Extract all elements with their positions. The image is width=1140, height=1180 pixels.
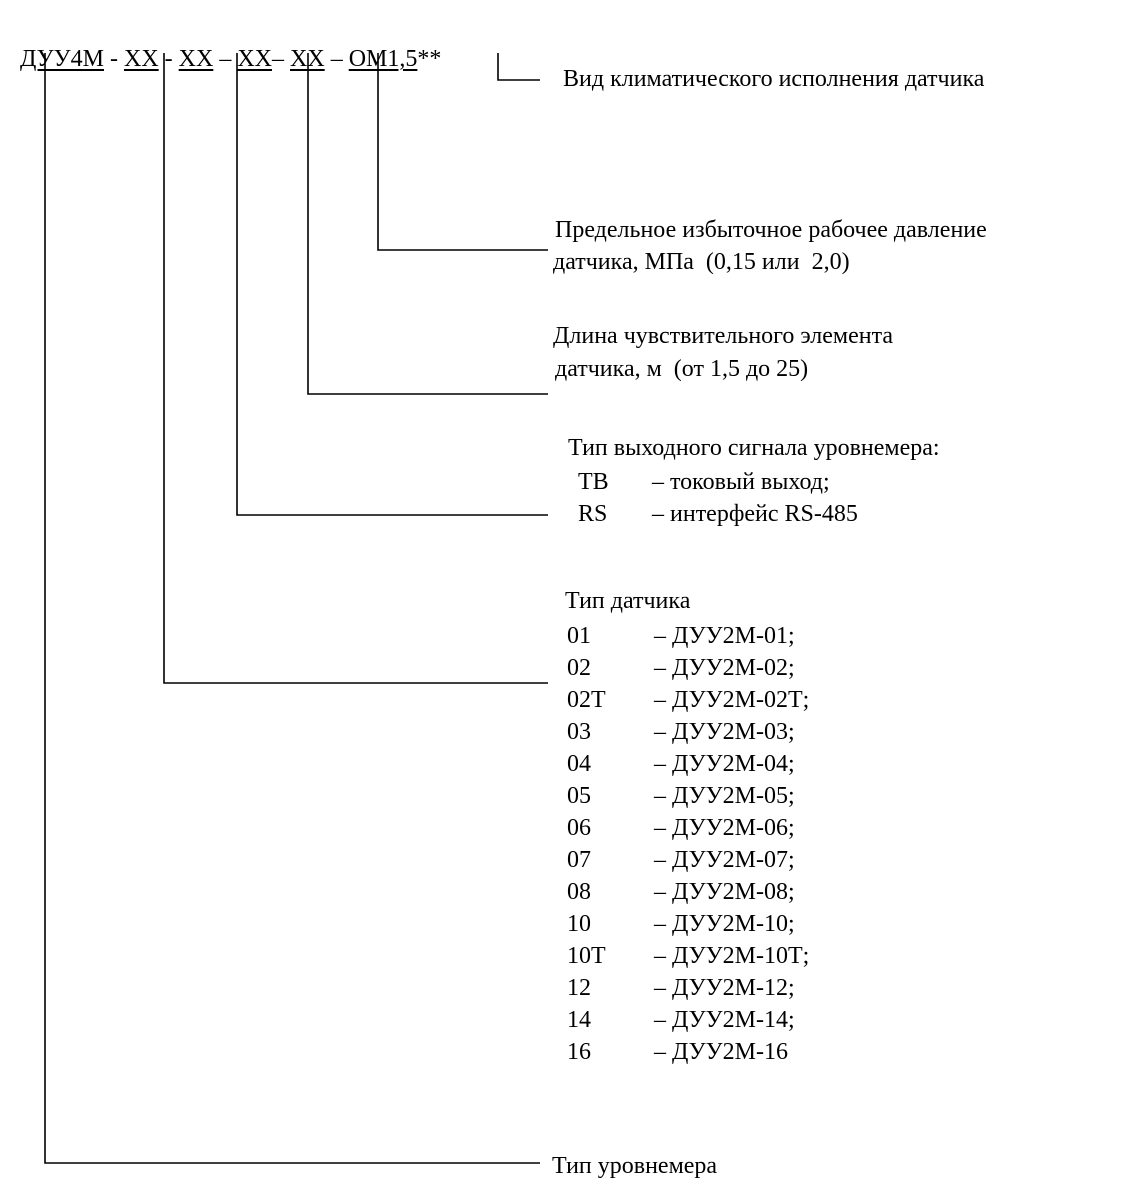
sensor-item-code: 10Т — [567, 943, 606, 969]
code-separator: – — [272, 46, 291, 72]
code-separator: – — [324, 46, 349, 72]
sensor-item-desc: – ДУУ2М-12; — [654, 975, 795, 1001]
sensor-item-code: 07 — [567, 847, 591, 873]
sensor-item-desc: – ДУУ2М-10Т; — [654, 943, 810, 969]
sensor-item-desc: – ДУУ2М-04; — [654, 751, 795, 777]
sensor-item-desc: – ДУУ2М-02Т; — [654, 687, 810, 713]
sensor-item-code: 10 — [567, 911, 591, 937]
code-separator: – — [213, 46, 238, 72]
sensor-item-code: 05 — [567, 783, 591, 809]
sensor-item-code: 02 — [567, 655, 591, 681]
code-part-signal: ХХ — [178, 46, 214, 72]
sensor-item-code: 12 — [567, 975, 591, 1001]
sensor-item-desc: – ДУУ2М-01; — [654, 623, 795, 649]
length-label-line1: Длина чувствительного элемента — [553, 323, 894, 349]
gauge-type-label: Тип уровнемера — [552, 1153, 718, 1179]
code-part-model: ДУУ4М — [20, 46, 104, 72]
climate-label: Вид климатического исполнения датчика — [563, 66, 985, 92]
sensor-item-code: 16 — [567, 1039, 591, 1065]
sensor-item-desc: – ДУУ2М-06; — [654, 815, 795, 841]
signal-item-desc: – токовый выход; — [652, 469, 830, 495]
code-part-length: ХХ — [237, 46, 273, 72]
leader-pressure — [377, 53, 548, 251]
sensor-item-desc: – ДУУ2М-05; — [654, 783, 795, 809]
length-label-line2: датчика, м (от 1,5 до 25) — [555, 356, 809, 382]
code-separator: - — [104, 46, 124, 72]
code-separator: - — [158, 46, 179, 72]
sensor-item-desc: – ДУУ2М-16 — [654, 1039, 788, 1065]
sensor-item-desc: – ДУУ2М-14; — [654, 1007, 795, 1033]
leader-climate — [497, 53, 540, 81]
signal-item-code: ТВ — [578, 469, 609, 495]
pressure-label-line1: Предельное избыточное рабочее давление — [555, 217, 987, 243]
sensor-item-code: 01 — [567, 623, 591, 649]
sensor-item-desc: – ДУУ2М-03; — [654, 719, 795, 745]
leader-length — [307, 53, 548, 395]
sensor-item-code: 14 — [567, 1007, 591, 1033]
leader-signal — [236, 53, 548, 516]
sensor-item-desc: – ДУУ2М-02; — [654, 655, 795, 681]
sensor-item-code: 08 — [567, 879, 591, 905]
code-part-sensor: ХХ — [124, 46, 159, 72]
sensor-item-code: 03 — [567, 719, 591, 745]
sensor-item-desc: – ДУУ2М-08; — [654, 879, 795, 905]
sensor-item-code: 06 — [567, 815, 591, 841]
leader-sensor — [163, 53, 548, 684]
sensor-item-code: 02Т — [567, 687, 606, 713]
code-footnote-mark: ** — [417, 46, 442, 72]
sensor-item-desc: – ДУУ2М-07; — [654, 847, 795, 873]
sensor-item-desc: – ДУУ2М-10; — [654, 911, 795, 937]
code-part-climate: ОМ1,5 — [348, 46, 418, 72]
sensor-title: Тип датчика — [565, 588, 691, 614]
sensor-item-code: 04 — [567, 751, 591, 777]
signal-item-desc: – интерфейс RS-485 — [652, 501, 858, 527]
leader-gauge-type — [44, 53, 540, 1164]
pressure-label-line2: датчика, МПа (0,15 или 2,0) — [553, 249, 850, 275]
signal-item-code: RS — [578, 501, 608, 527]
signal-title: Тип выходного сигнала уровнемера: — [568, 435, 940, 461]
